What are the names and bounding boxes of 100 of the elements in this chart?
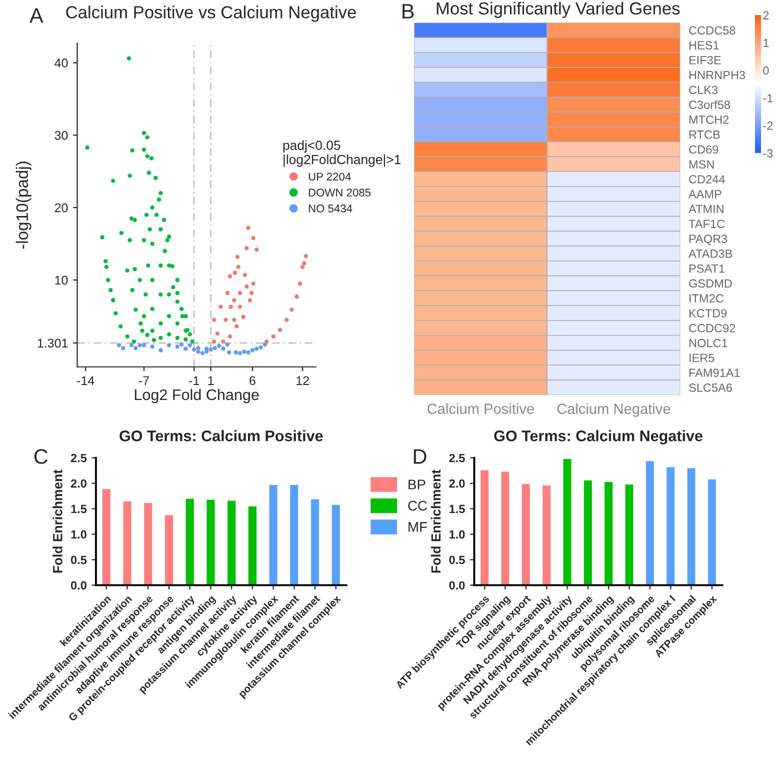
y-tick-label: ITM2C <box>690 294 724 303</box>
point <box>254 247 259 252</box>
point <box>228 304 233 309</box>
legend-label: MF <box>408 522 427 532</box>
point <box>238 351 242 356</box>
point <box>251 236 256 240</box>
color-bar-label: 2 <box>763 11 769 20</box>
bar <box>686 466 697 586</box>
legend-label: BP <box>408 480 426 490</box>
y-tick-label: ATAD3B <box>688 250 732 258</box>
point <box>134 346 138 350</box>
point <box>212 339 216 344</box>
point <box>304 254 308 258</box>
y-tick-label: ATMIN <box>688 204 724 214</box>
bar <box>520 482 532 586</box>
bar <box>184 497 196 586</box>
bar <box>310 498 320 586</box>
point <box>218 304 223 309</box>
x-tick-label: -1 <box>189 376 200 385</box>
y-tick-label: CD69 <box>689 145 718 154</box>
point <box>224 318 228 322</box>
point <box>232 270 238 275</box>
y-tick-label: CCDC58 <box>689 26 736 35</box>
point <box>142 343 146 348</box>
point <box>250 290 254 296</box>
y-tick-label: 0.5 <box>70 556 87 564</box>
x-tick-label: -7 <box>138 376 149 385</box>
point <box>232 318 236 322</box>
color-bar-label: 1 <box>764 38 769 48</box>
color-bar-label: -3 <box>763 149 773 158</box>
point <box>235 254 240 259</box>
y-tick-label: 2.5 <box>449 454 465 462</box>
bar <box>247 505 258 586</box>
point <box>179 342 184 347</box>
y-tick-label: 1.0 <box>450 530 465 539</box>
y-tick-label: HNRNPH3 <box>689 70 746 80</box>
bar <box>541 484 552 586</box>
point <box>204 346 209 351</box>
bar <box>288 484 300 586</box>
y-tick-label: IER5 <box>690 354 714 362</box>
y-tick-label: TAF1C <box>688 220 725 228</box>
point <box>221 339 226 344</box>
point <box>271 334 276 339</box>
text: D <box>414 449 426 464</box>
point <box>166 343 172 348</box>
y-tick-label: 2.0 <box>70 479 86 488</box>
chart-title: Most Significantly Varied Genes <box>436 2 680 18</box>
x-tick-label: 1 <box>208 376 214 385</box>
legend-title: padj<0.05 |log2FoldChange|>1 <box>283 140 401 167</box>
y-tick-label: CD244 <box>689 175 725 184</box>
bar <box>603 480 614 586</box>
point <box>300 264 305 270</box>
point <box>241 314 246 319</box>
point <box>254 346 259 351</box>
point <box>246 226 250 230</box>
bar <box>562 458 573 586</box>
point <box>129 343 134 348</box>
y-tick-label: MTCH2 <box>689 116 729 124</box>
bar <box>268 484 279 586</box>
y-tick-label: CCDC92 <box>689 324 736 332</box>
point <box>196 346 200 350</box>
point <box>244 246 249 250</box>
point <box>232 298 236 302</box>
bar <box>500 470 511 586</box>
bar <box>164 514 174 586</box>
legend-label: CC <box>408 500 427 511</box>
y-axis-title: -log10(padj) <box>16 162 32 249</box>
point <box>278 328 282 332</box>
legend-label: UP 2204 <box>308 172 351 181</box>
y-tick-label: C3orf58 <box>689 100 730 110</box>
point <box>242 350 246 354</box>
point <box>290 308 294 312</box>
y-tick-label: 40 <box>54 58 68 68</box>
legend-label: NO 5434 <box>308 204 352 212</box>
y-tick-label: 0.0 <box>70 581 86 590</box>
point <box>217 344 222 348</box>
bar <box>644 460 656 586</box>
y-tick-label: 1.301 <box>38 338 68 348</box>
bar <box>142 501 154 586</box>
bar <box>205 498 216 586</box>
point <box>221 346 226 351</box>
point <box>200 351 204 356</box>
point <box>212 346 218 350</box>
bar <box>624 483 635 586</box>
y-tick-label: 20 <box>54 203 68 212</box>
point <box>215 331 220 336</box>
point <box>228 334 232 339</box>
point <box>244 284 249 289</box>
point <box>262 342 268 347</box>
bar <box>330 503 342 586</box>
y-tick-label: 10 <box>55 276 68 285</box>
point <box>246 350 250 354</box>
point <box>188 343 192 348</box>
y-axis-title: Fold Enrichment <box>430 470 441 573</box>
point <box>248 298 252 302</box>
y-tick-label: 2.0 <box>449 479 465 488</box>
point <box>242 272 248 277</box>
y-tick-label: NOLC1 <box>689 338 728 348</box>
point <box>184 346 188 351</box>
point <box>284 318 289 322</box>
